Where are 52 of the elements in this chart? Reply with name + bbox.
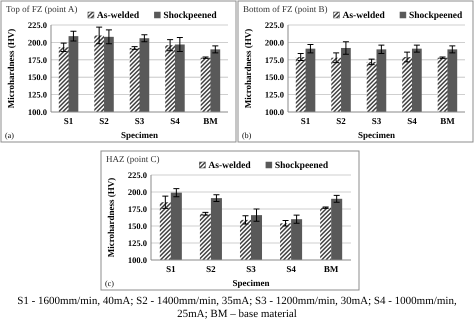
x-tick-label: S3 [134,116,145,126]
y-tick-label: 125.0 [264,90,284,100]
y-tick-label: 125.0 [128,238,147,248]
y-tick-label: 100.0 [28,106,47,117]
x-tick-label: S2 [206,264,216,274]
x-tick-label: S3 [372,116,382,126]
legend-label: Shockpeened [408,11,463,21]
x-tick-label: S1 [300,116,311,126]
text: (a) [5,131,14,140]
chart-title: Bottom of FZ (point B) [243,4,328,14]
text: S1 - 1600mm/min, 40mA; S2 - 1400mm/min, 35mA; S3 - 1200mm/min, 30mA; S4 - 1000mm/min, 25mA; BM – base material [17,295,457,320]
y-tick-label: 200.0 [264,37,284,48]
x-tick-label: S1 [166,264,176,274]
y-tick-label: 200.0 [28,37,47,48]
x-tick-label: S4 [170,116,180,126]
x-tick-label: S2 [99,116,110,126]
x-tick-label: BM [203,116,218,126]
y-tick-label: 225.0 [128,170,147,180]
x-axis-title: Specimen [121,130,158,140]
y-axis-title: Microhardness (HV) [243,28,253,108]
legend-label: As-welded [96,11,140,21]
y-tick-label: 100.0 [264,106,284,117]
x-axis-title: Specimen [232,278,270,288]
y-tick-label: 150.0 [128,220,147,231]
y-axis-title: Microhardness (HV) [6,28,16,108]
y-tick-label: 225.0 [264,20,284,30]
y-tick-label: 100.0 [128,254,147,265]
text: (c) [105,279,114,288]
legend-label: As-welded [208,161,252,171]
y-tick-label: 200.0 [128,186,147,197]
x-tick-label: S4 [286,264,296,274]
y-tick-label: 225.0 [28,20,47,30]
x-tick-label: BM [324,264,339,274]
legend-label: As-welded [342,11,386,21]
chart-title: HAZ (point C) [106,154,160,164]
x-tick-label: S3 [246,264,256,274]
x-tick-label: BM [440,116,456,126]
legend-label: Shockpeened [274,161,329,171]
y-tick-label: 175.0 [264,54,284,65]
y-tick-label: 150.0 [28,72,47,82]
chart-title: Top of FZ (point A) [6,4,78,14]
x-axis-title: Specimen [358,130,395,140]
x-tick-label: S2 [336,116,346,126]
y-tick-label: 150.0 [264,72,284,82]
y-tick-label: 175.0 [128,204,147,214]
y-tick-label: 125.0 [28,90,47,100]
x-tick-label: S1 [64,116,74,126]
legend-label: Shockpeened [163,11,218,21]
text: (b) [242,131,252,140]
x-tick-label: S4 [407,116,418,126]
y-axis-title: Microhardness (HV) [106,178,116,258]
y-tick-label: 175.0 [28,54,47,65]
